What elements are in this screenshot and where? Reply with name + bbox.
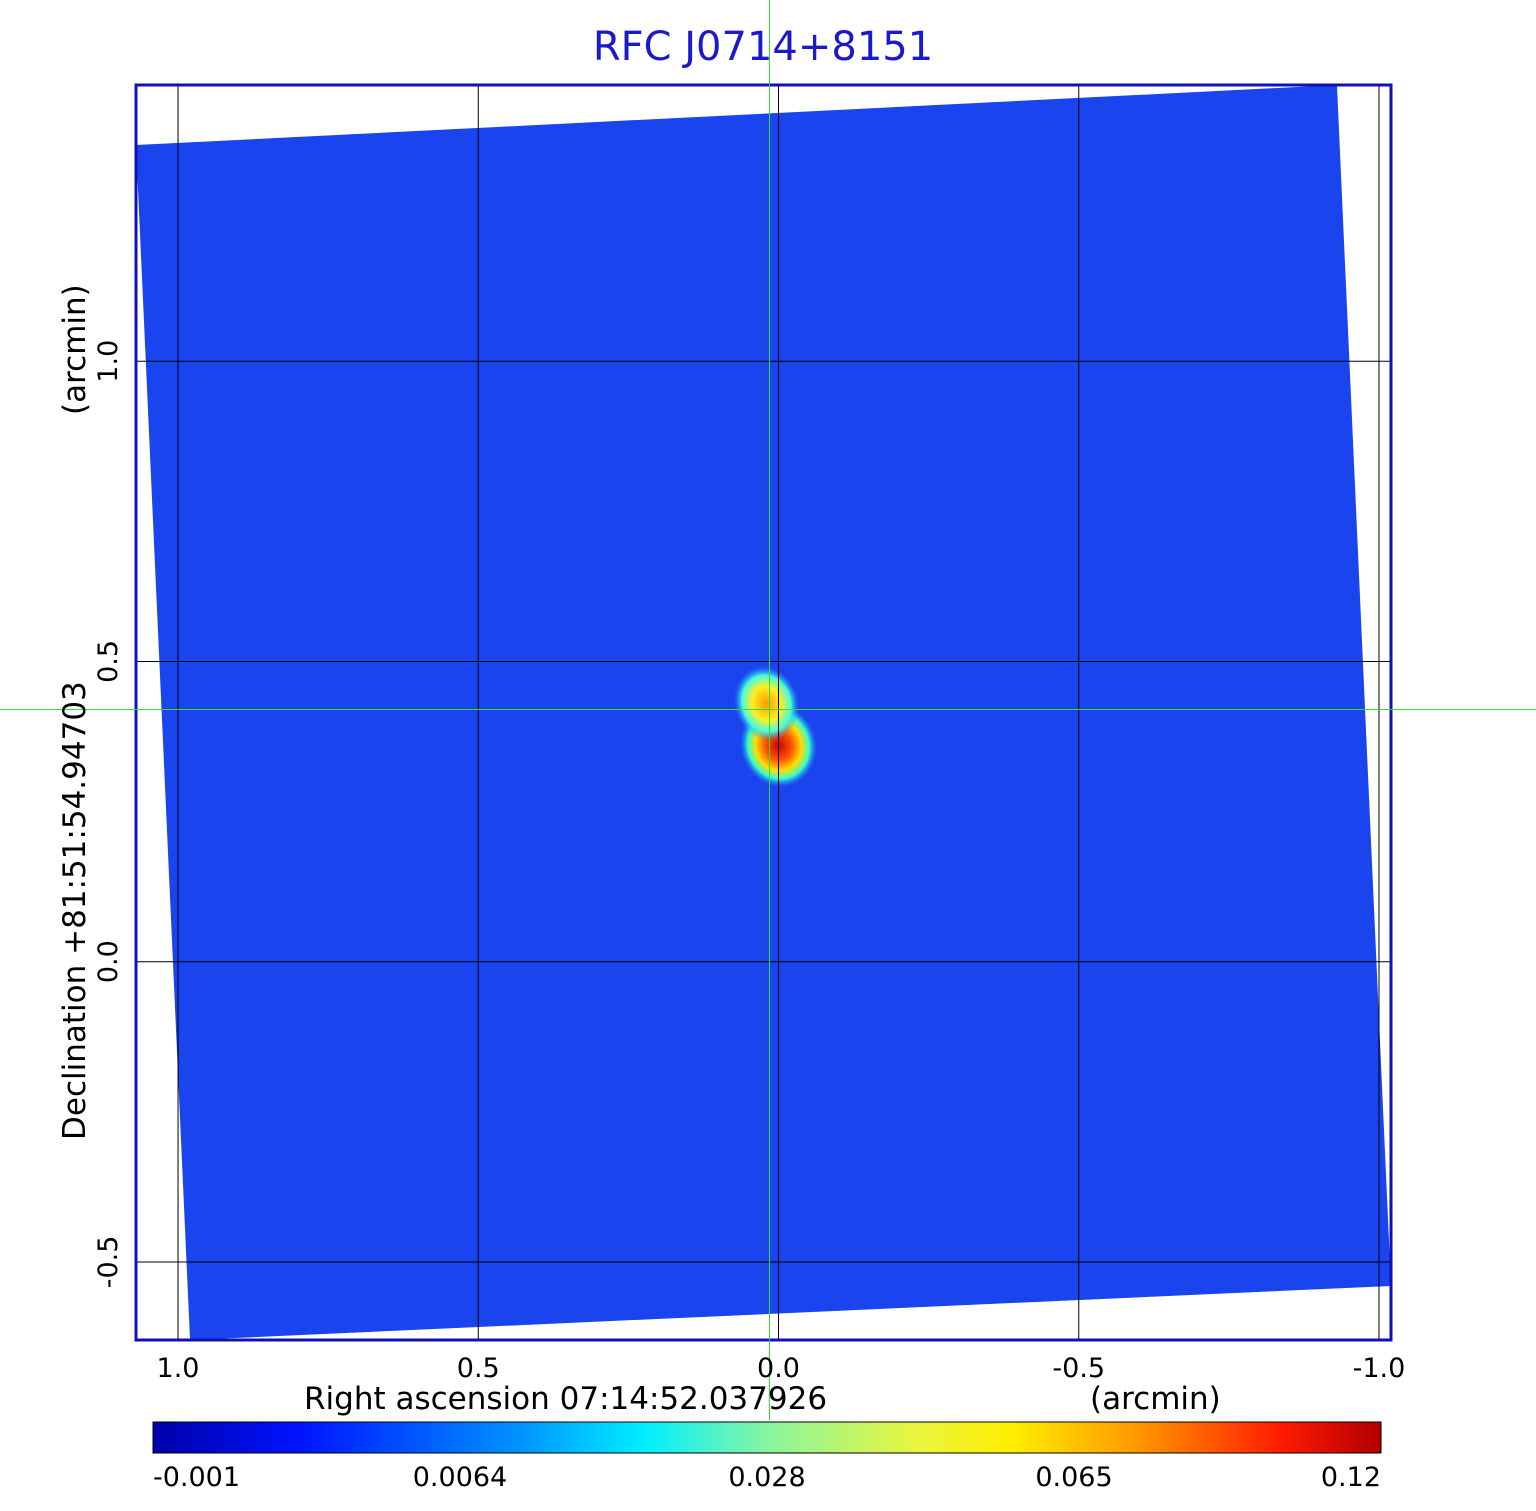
x-tick-label: 0.5 [457, 1353, 500, 1384]
colorbar [152, 1421, 1382, 1454]
plot-frame [134, 83, 1393, 1342]
colorbar-tick-label: 0.12 [1321, 1462, 1381, 1493]
plot-area [136, 85, 1391, 1340]
y-axis-unit: (arcmin) [57, 284, 93, 415]
x-tick-label: -0.5 [1052, 1353, 1105, 1384]
y-tick-label: 0.0 [93, 940, 124, 983]
chart-title: RFC J0714+8151 [593, 24, 933, 70]
colorbar-tick-label: 0.0064 [413, 1462, 507, 1493]
x-tick-label: -1.0 [1353, 1353, 1406, 1384]
x-tick-label: 0.0 [757, 1353, 800, 1384]
y-tick-label: 1.0 [93, 340, 124, 383]
colorbar-tick-label: 0.028 [728, 1462, 805, 1493]
source-secondary [733, 666, 800, 741]
y-axis-label: Declination +81:51:54.94703 [57, 681, 93, 1140]
x-axis-unit: (arcmin) [1090, 1381, 1221, 1417]
y-tick-label: 0.5 [93, 640, 124, 683]
colorbar-tick-label: 0.065 [1035, 1462, 1112, 1493]
y-tick-label: -0.5 [93, 1236, 124, 1289]
crosshair [0, 0, 1536, 1420]
colorbar-tick-label: -0.001 [153, 1462, 240, 1493]
grid-lines [136, 85, 1391, 1340]
x-axis-label: Right ascension 07:14:52.037926 [304, 1381, 827, 1417]
x-tick-label: 1.0 [157, 1353, 200, 1384]
